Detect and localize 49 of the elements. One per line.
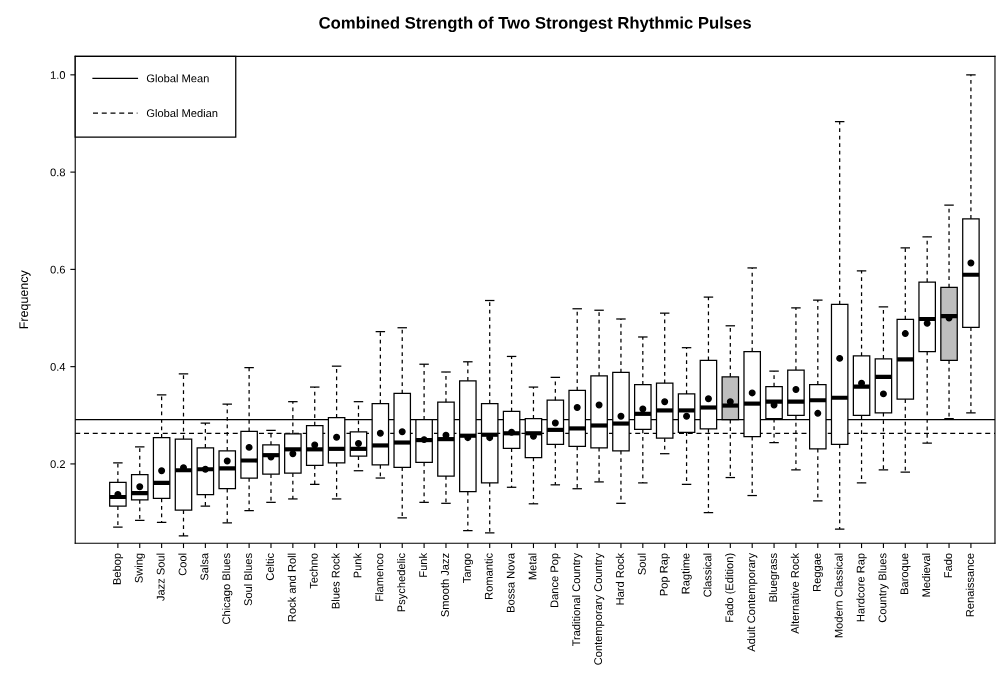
x-tick-label: Traditional Country — [572, 552, 583, 647]
x-tick-label: Chicago Blues — [222, 553, 233, 624]
x-tick-label: Fado (Edition) — [725, 553, 736, 622]
y-tick-label: 1.0 — [50, 71, 66, 79]
x-tick-label: Soul Blues — [243, 553, 253, 606]
y-axis-title: Frequency — [19, 270, 31, 329]
x-tick-label: Smooth Jazz — [440, 553, 449, 617]
y-tick-label: 0.2 — [50, 460, 65, 469]
x-tick-label: Jazz Soul — [156, 553, 165, 601]
x-tick-label: Metal — [528, 553, 537, 580]
x-tick-label: Funk — [418, 552, 428, 577]
x-tick-label: Alternative Rock — [790, 552, 799, 634]
x-tick-label: Baroque — [900, 553, 911, 595]
x-tick-label: Swing — [134, 553, 145, 583]
x-tick-label: Pop Rap — [659, 553, 670, 596]
x-tick-label: Punk — [353, 552, 362, 578]
x-tick-label: Rock and Roll — [287, 553, 296, 622]
x-tick-label: Dance Pop — [550, 553, 561, 607]
x-tick-label: Fado — [943, 553, 953, 578]
x-tick-label: Adult Contemporary — [747, 552, 758, 652]
x-tick-label: Bebop — [112, 553, 124, 585]
x-tick-label: Bluegrass — [768, 553, 780, 602]
x-tick-label: Tango — [463, 553, 474, 583]
legend-label: Global Median — [146, 108, 218, 118]
x-tick-label: Reggae — [813, 553, 823, 591]
x-tick-label: Bossa Nova — [506, 552, 515, 612]
x-tick-label: Romantic — [484, 553, 493, 599]
legend-label: Global Mean — [146, 74, 209, 83]
x-tick-label: Modern Classical — [834, 553, 843, 638]
x-tick-label: Renaissance — [965, 553, 974, 617]
x-tick-label: Hard Rock — [615, 552, 624, 605]
y-tick-label: 0.4 — [50, 362, 66, 371]
x-tick-label: Classical — [703, 553, 712, 597]
x-tick-label: Cool — [178, 553, 187, 576]
x-tick-label: Techno — [309, 553, 318, 589]
chart-title: Combined Strength of Two Strongest Rhythmic Pulses — [319, 16, 751, 33]
y-tick-label: 0.6 — [50, 265, 66, 274]
x-tick-label: Blues Rock — [331, 552, 340, 609]
x-tick-label: Hardcore Rap — [856, 553, 867, 622]
x-tick-label: Psychedelic — [397, 553, 408, 612]
x-tick-label: Country Blues — [878, 553, 889, 623]
y-tick-label: 0.8 — [50, 168, 66, 177]
x-tick-label: Ragtime — [681, 553, 692, 594]
x-tick-label: Medieval — [921, 553, 931, 597]
x-tick-label: Salsa — [200, 552, 209, 581]
x-tick-label: Contemporary Country — [594, 552, 605, 665]
x-tick-label: Flamenco — [375, 553, 384, 601]
x-tick-label: Celtic — [265, 553, 274, 581]
x-tick-label: Soul — [637, 553, 646, 575]
